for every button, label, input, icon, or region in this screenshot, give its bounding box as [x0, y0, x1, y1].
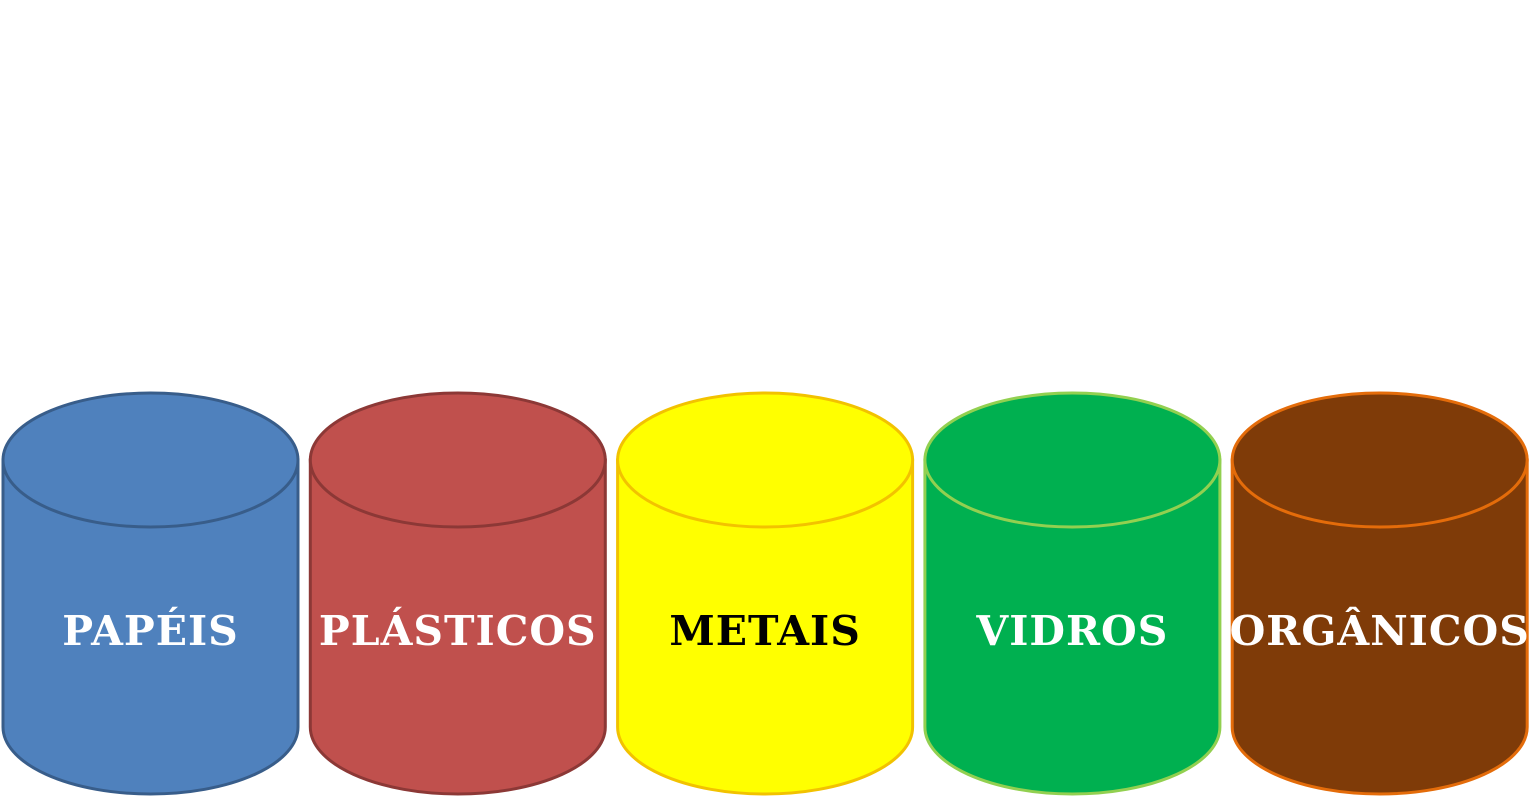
bin-vidros: VIDROS	[923, 391, 1222, 796]
bin-plasticos: PLÁSTICOS	[308, 391, 607, 796]
bin-metais: METAIS	[616, 391, 915, 796]
bin-vidros-label: VIDROS	[975, 607, 1168, 655]
bin-papeis: PAPÉIS	[1, 391, 300, 796]
bin-papeis-lid	[1, 391, 300, 529]
bin-metais-label: METAIS	[669, 607, 861, 655]
bin-organicos-label: ORGÂNICOS	[1230, 606, 1530, 655]
bin-plasticos-label: PLÁSTICOS	[319, 606, 597, 655]
bin-papeis-label: PAPÉIS	[62, 606, 239, 655]
bin-papeis-body	[1, 458, 300, 796]
bin-metais-lid	[616, 391, 915, 529]
bin-plasticos-body	[308, 458, 607, 796]
bin-metais-body	[616, 458, 915, 796]
bin-vidros-body	[923, 458, 1222, 796]
bin-organicos-body	[1230, 458, 1529, 796]
bin-plasticos-lid	[308, 391, 607, 529]
bin-vidros-lid	[923, 391, 1222, 529]
bin-organicos: ORGÂNICOS	[1230, 391, 1530, 796]
bin-organicos-lid	[1230, 391, 1529, 529]
